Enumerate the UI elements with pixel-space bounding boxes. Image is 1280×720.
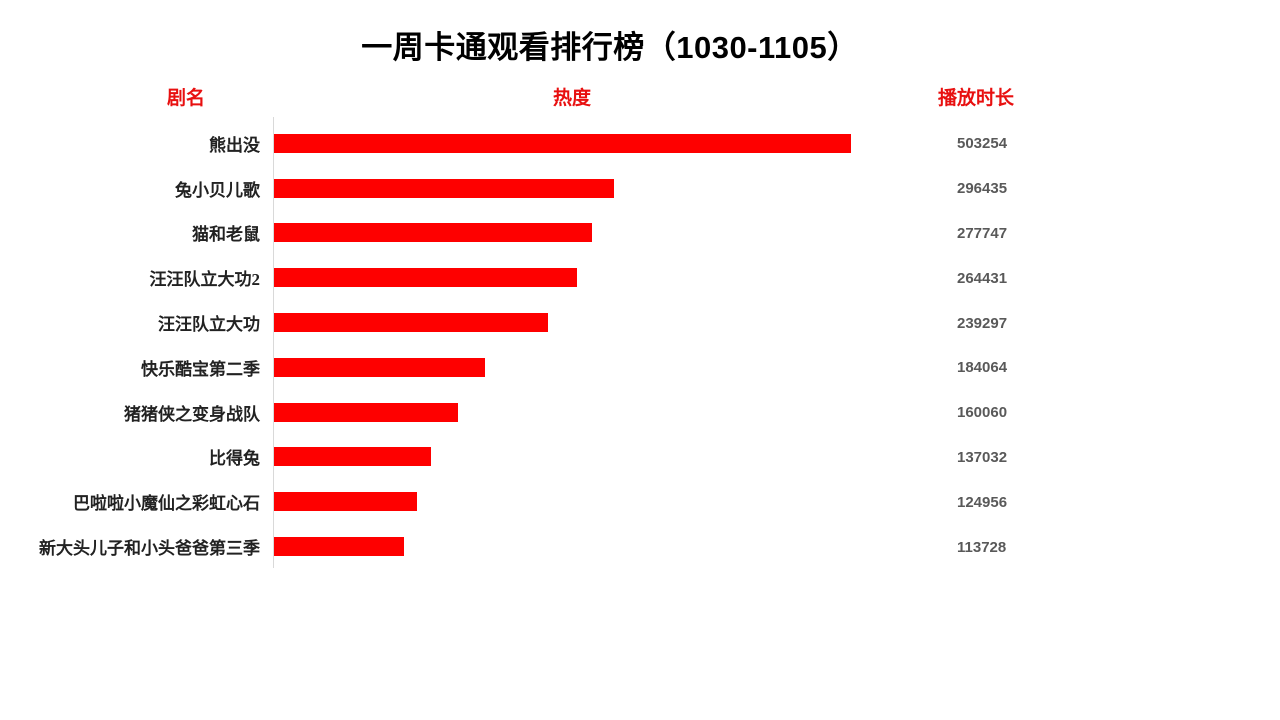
duration-value: 184064 — [957, 359, 1008, 377]
heat-bar[interactable] — [274, 357, 485, 377]
chart-rows: 熊出没 503254 兔小贝儿歌 296435 猫和老鼠 277747 汪汪队立大功2 264… — [0, 121, 1280, 569]
bar-area — [274, 537, 1280, 557]
category-label: 熊出没 — [209, 135, 260, 155]
duration-value: 113728 — [957, 538, 1007, 556]
heat-bar[interactable] — [274, 492, 418, 512]
bar-area — [274, 402, 1280, 422]
chart-row: 猪猪侠之变身战队 160060 — [0, 390, 1280, 435]
category-label: 快乐酷宝第二季 — [141, 359, 260, 379]
chart-row: 兔小贝儿歌 296435 — [0, 166, 1280, 211]
category-label: 巴啦啦小魔仙之彩虹心石 — [73, 494, 260, 514]
duration-value: 503254 — [957, 135, 1008, 153]
bar-area — [274, 313, 1280, 333]
chart-row: 快乐酷宝第二季 184064 — [0, 345, 1280, 390]
category-label: 猫和老鼠 — [192, 225, 260, 245]
chart-row: 汪汪队立大功2 264431 — [0, 255, 1280, 300]
chart-row: 比得兔 137032 — [0, 435, 1280, 480]
bar-area — [274, 178, 1280, 198]
heat-bar[interactable] — [274, 223, 593, 243]
heat-bar[interactable] — [274, 178, 614, 198]
category-label: 兔小贝儿歌 — [175, 180, 260, 200]
category-label: 猪猪侠之变身战队 — [124, 404, 260, 424]
heat-bar[interactable] — [274, 402, 458, 422]
category-label: 新大头儿子和小头爸爸第三季 — [39, 539, 260, 559]
column-header-heat: 热度 — [553, 88, 592, 109]
heat-bar[interactable] — [274, 268, 578, 288]
chart-row: 猫和老鼠 277747 — [0, 211, 1280, 256]
column-header-name: 剧名 — [167, 88, 206, 109]
bar-area — [274, 492, 1280, 512]
bar-area — [274, 268, 1280, 288]
duration-value: 160060 — [957, 404, 1008, 422]
bar-area — [274, 357, 1280, 377]
chart-row: 熊出没 503254 — [0, 121, 1280, 166]
heat-bar[interactable] — [274, 537, 405, 557]
duration-value: 277747 — [957, 225, 1008, 243]
chart-title: 一周卡通观看排行榜（1030-1105） — [361, 30, 859, 65]
chart-row: 巴啦啦小魔仙之彩虹心石 124956 — [0, 479, 1280, 524]
category-label: 比得兔 — [209, 449, 260, 469]
duration-value: 137032 — [957, 449, 1008, 467]
heat-bar[interactable] — [274, 313, 549, 333]
bar-area — [274, 447, 1280, 467]
duration-value: 239297 — [957, 314, 1008, 332]
heat-bar[interactable] — [274, 133, 851, 153]
chart-row: 汪汪队立大功 239297 — [0, 300, 1280, 345]
duration-value: 264431 — [957, 269, 1008, 287]
heat-bar[interactable] — [274, 447, 432, 467]
column-header-duration: 播放时长 — [938, 88, 1015, 109]
category-axis-line — [273, 117, 274, 568]
chart-row: 新大头儿子和小头爸爸第三季 113728 — [0, 524, 1280, 569]
category-label: 汪汪队立大功 — [158, 315, 260, 335]
duration-value: 296435 — [957, 180, 1008, 198]
category-label: 汪汪队立大功2 — [149, 270, 261, 290]
duration-value: 124956 — [957, 493, 1008, 511]
bar-area — [274, 223, 1280, 243]
bar-area — [274, 133, 1280, 153]
